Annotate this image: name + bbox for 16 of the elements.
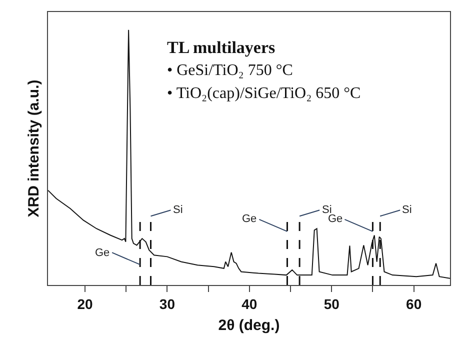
annotation: • GeSi/TiO₂ 750 °C bbox=[167, 62, 293, 79]
annotation: TL multilayers bbox=[167, 38, 276, 57]
ref-line-label: Ge bbox=[328, 213, 343, 225]
y-axis-title: XRD intensity (a.u.) bbox=[25, 80, 42, 218]
x-axis-title: 2θ (deg.) bbox=[218, 316, 280, 334]
x-tick-label: 60 bbox=[406, 296, 422, 312]
x-tick-label: 50 bbox=[324, 296, 340, 312]
ref-line-label: Ge bbox=[242, 213, 257, 225]
x-tick-label: 30 bbox=[159, 296, 176, 312]
x-tick-label: 40 bbox=[242, 296, 258, 312]
ref-line-label: Si bbox=[322, 204, 332, 216]
annotation: • TiO₂(cap)/SiGe/TiO₂ 650 °C bbox=[167, 85, 361, 102]
ref-line-label: Ge bbox=[95, 247, 110, 259]
ref-line-label: Si bbox=[402, 204, 412, 216]
ref-line-label: Si bbox=[173, 204, 183, 216]
x-tick-label: 20 bbox=[77, 296, 93, 312]
